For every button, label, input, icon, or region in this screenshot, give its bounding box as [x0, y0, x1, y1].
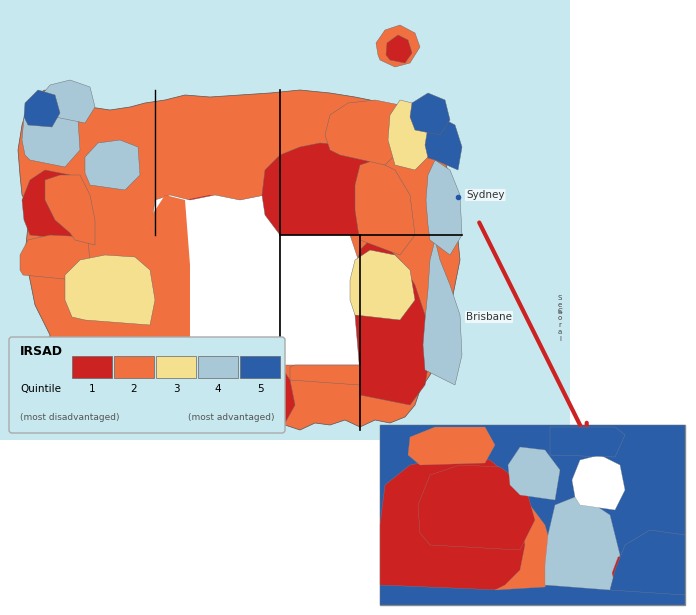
Polygon shape — [45, 175, 95, 245]
Text: IRSAD: IRSAD — [20, 345, 63, 358]
Polygon shape — [408, 427, 495, 465]
Polygon shape — [22, 170, 90, 240]
Polygon shape — [426, 160, 462, 255]
Bar — [114, 356, 154, 378]
Text: Quintile: Quintile — [20, 384, 61, 394]
Bar — [198, 356, 238, 378]
Polygon shape — [380, 457, 535, 590]
Text: 4: 4 — [214, 384, 221, 394]
Polygon shape — [192, 365, 295, 430]
Polygon shape — [545, 495, 620, 590]
Text: 5: 5 — [257, 384, 263, 394]
Bar — [156, 356, 196, 378]
Text: (most advantaged): (most advantaged) — [187, 413, 274, 422]
Polygon shape — [508, 447, 560, 500]
Polygon shape — [48, 340, 160, 410]
Polygon shape — [65, 255, 155, 325]
Polygon shape — [423, 240, 462, 385]
Polygon shape — [325, 100, 410, 165]
Polygon shape — [85, 140, 140, 190]
Polygon shape — [612, 550, 658, 587]
Polygon shape — [24, 90, 60, 127]
Polygon shape — [425, 117, 462, 170]
Text: (most disadvantaged): (most disadvantaged) — [20, 413, 120, 422]
Text: 1: 1 — [88, 384, 95, 394]
Text: C
o
r
a
l: C o r a l — [557, 308, 562, 342]
Text: Brisbane: Brisbane — [466, 312, 512, 322]
Polygon shape — [388, 100, 435, 170]
Text: 2: 2 — [131, 384, 137, 394]
Polygon shape — [550, 427, 625, 457]
Polygon shape — [150, 195, 280, 365]
Bar — [240, 356, 280, 378]
Polygon shape — [262, 143, 380, 235]
Polygon shape — [610, 530, 685, 595]
Polygon shape — [380, 425, 685, 605]
Polygon shape — [22, 103, 80, 167]
Polygon shape — [18, 90, 460, 432]
Bar — [72, 356, 112, 378]
Polygon shape — [148, 195, 190, 360]
Polygon shape — [155, 195, 280, 365]
Polygon shape — [386, 35, 412, 63]
Polygon shape — [495, 505, 555, 590]
Polygon shape — [350, 250, 415, 320]
Polygon shape — [355, 240, 430, 405]
Polygon shape — [0, 0, 570, 440]
Text: 3: 3 — [173, 384, 180, 394]
FancyBboxPatch shape — [9, 337, 285, 433]
Polygon shape — [376, 25, 420, 67]
Polygon shape — [355, 160, 415, 255]
Polygon shape — [20, 235, 90, 280]
Polygon shape — [418, 465, 535, 550]
Text: S
e
a: S e a — [557, 295, 562, 315]
Polygon shape — [290, 365, 360, 385]
Text: Sydney: Sydney — [466, 190, 505, 200]
Bar — [380, 425, 685, 605]
Polygon shape — [280, 230, 360, 365]
Polygon shape — [40, 80, 95, 123]
Polygon shape — [410, 93, 450, 135]
Polygon shape — [2, 3, 568, 438]
Polygon shape — [572, 455, 625, 510]
